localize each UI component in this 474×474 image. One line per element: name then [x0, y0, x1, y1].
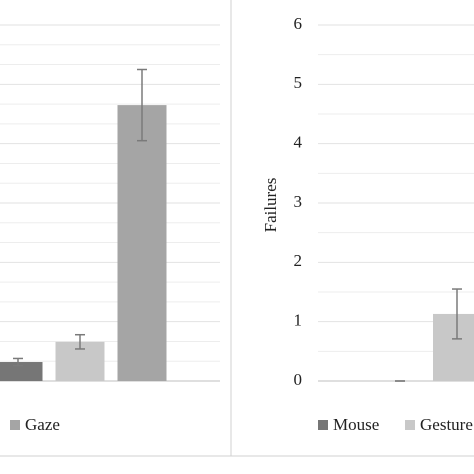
- bar: [117, 105, 167, 381]
- bar: [433, 313, 474, 381]
- bar: [0, 362, 43, 381]
- legend-swatch: [10, 420, 20, 430]
- y-tick-label: 2: [294, 251, 303, 270]
- legend-label: Mouse: [333, 415, 379, 434]
- y-tick-label: 3: [294, 192, 303, 211]
- y-tick-label: 0: [294, 370, 303, 389]
- legend-swatch: [405, 420, 415, 430]
- y-axis-label: Failures: [261, 178, 280, 233]
- legend-label: Gaze: [25, 415, 60, 434]
- legend-label: Gesture: [420, 415, 473, 434]
- y-tick-label: 5: [294, 73, 303, 92]
- y-tick-label: 1: [294, 311, 303, 330]
- y-tick-label: 6: [294, 14, 303, 33]
- y-tick-label: 4: [294, 133, 303, 152]
- legend-swatch: [318, 420, 328, 430]
